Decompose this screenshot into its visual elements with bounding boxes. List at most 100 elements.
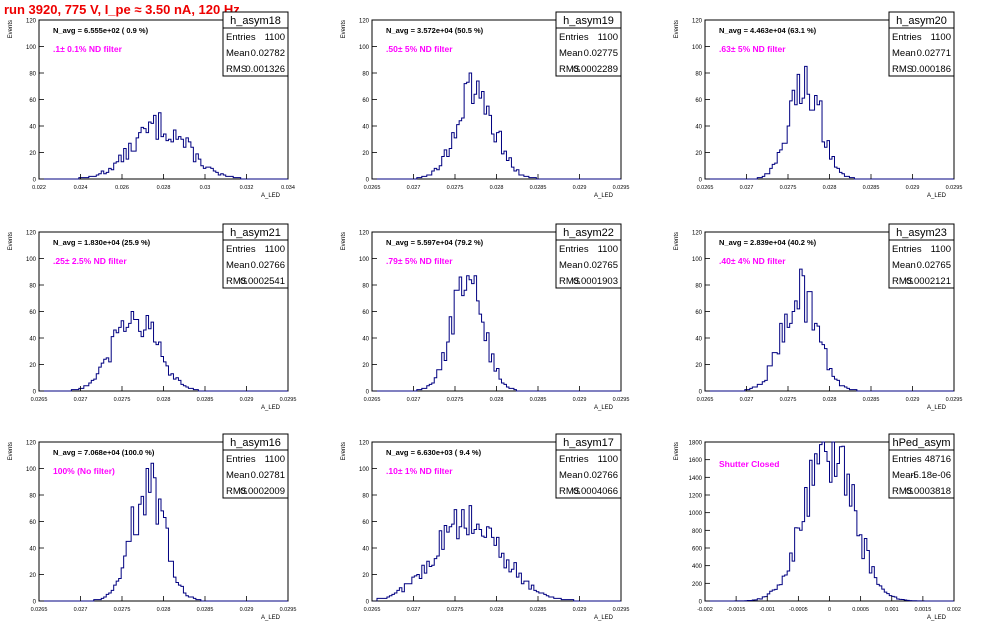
x-tick-label: 0.027 (407, 397, 421, 403)
stat-label: RMS (892, 64, 913, 75)
histogram-name: h_asym21 (230, 227, 281, 239)
x-tick-label: 0.022 (32, 185, 46, 191)
x-tick-label: -0.0015 (727, 607, 746, 613)
histogram-line (39, 462, 288, 602)
y-tick-label: 20 (695, 363, 702, 369)
filter-label: .40± 4% ND filter (719, 256, 786, 266)
stat-value: 0.02765 (584, 260, 618, 271)
y-tick-label: 20 (29, 363, 36, 369)
navg-label: N_avg = 7.068e+04 (100.0 %) (53, 448, 155, 457)
navg-label: N_avg = 3.572e+04 (50.5 %) (386, 26, 484, 35)
y-tick-label: 100 (692, 45, 703, 51)
histogram-name: hPed_asym (892, 437, 950, 449)
x-tick-label: 0.027 (74, 607, 88, 613)
x-tick-label: 0.029 (240, 397, 254, 403)
y-tick-label: 0 (366, 600, 370, 606)
x-tick-label: 0.028 (490, 397, 504, 403)
y-tick-label: 0 (366, 390, 370, 396)
stat-label: RMS (559, 276, 580, 287)
histogram-line (372, 505, 621, 602)
stat-label: Entries (892, 454, 922, 465)
y-tick-label: 100 (359, 467, 370, 473)
y-axis-title: Events (8, 442, 14, 460)
y-tick-label: 80 (362, 72, 369, 78)
stat-label: Entries (559, 32, 589, 43)
stat-value: 0.0002541 (240, 276, 285, 287)
stat-label: Mean (892, 48, 916, 59)
stat-value: 0.0004066 (573, 486, 618, 497)
stat-label: Mean (559, 470, 583, 481)
y-tick-label: 100 (26, 467, 37, 473)
y-tick-label: 0 (33, 178, 37, 184)
panel-h_asym17: 0 20 40 60 80 100 120 0.0265 0.027 0.0275 0.028 0.0… (341, 433, 630, 621)
x-tick-label: 0.034 (281, 185, 295, 191)
panel-h_asym22: 0 20 40 60 80 100 120 0.0265 0.027 0.0275 0.028 0.0… (341, 223, 629, 411)
y-tick-label: 40 (695, 125, 702, 131)
x-tick-label: 0.028 (823, 397, 837, 403)
y-tick-label: 120 (26, 441, 37, 447)
x-tick-label: 0.0295 (613, 185, 630, 191)
y-tick-label: 20 (29, 573, 36, 579)
y-tick-label: 60 (362, 310, 369, 316)
navg-label: N_avg = 4.463e+04 (63.1 %) (719, 26, 817, 35)
stat-label: Mean (226, 470, 250, 481)
x-axis-title: A_LED (261, 615, 281, 621)
y-tick-label: 100 (692, 257, 703, 263)
x-tick-label: 0.028 (157, 607, 171, 613)
stat-value: 0.02766 (251, 260, 285, 271)
y-tick-label: 120 (692, 231, 703, 237)
stat-label: Mean (559, 48, 583, 59)
x-tick-label: 0.0265 (31, 397, 48, 403)
y-tick-label: 120 (692, 19, 703, 25)
x-tick-label: 0.0295 (280, 607, 297, 613)
stat-label: RMS (892, 276, 913, 287)
y-tick-label: 40 (29, 337, 36, 343)
x-tick-label: 0.029 (573, 185, 587, 191)
x-tick-label: 0.029 (240, 607, 254, 613)
x-tick-label: 0.027 (740, 397, 754, 403)
stat-label: RMS (226, 486, 247, 497)
x-tick-label: 0.0275 (114, 397, 131, 403)
stat-label: RMS (226, 64, 247, 75)
y-tick-label: 100 (359, 45, 370, 51)
stats-box: h_asym16 Entries 1100 Mean 0.02781 RMS0.00020… (222, 433, 289, 499)
stat-label: RMS (559, 64, 580, 75)
x-tick-label: 0.0295 (613, 607, 630, 613)
y-tick-label: 60 (362, 98, 369, 104)
stat-value: 0.000186 (911, 64, 951, 75)
stat-label: Entries (226, 454, 256, 465)
stat-value: 0.0003818 (906, 486, 951, 497)
x-axis-title: A_LED (927, 193, 947, 199)
stat-value: 0.0002121 (906, 276, 951, 287)
y-tick-label: 600 (692, 547, 703, 553)
stat-label: Mean (892, 260, 916, 271)
histogram-line (705, 268, 954, 392)
stat-value: 0.02781 (251, 470, 285, 481)
x-tick-label: 0.0285 (530, 607, 547, 613)
stats-box: h_asym23 Entries 1100 Mean 0.02765 RMS0.00021… (888, 223, 955, 289)
figure-title: run 3920, 775 V, I_pe ≈ 3.50 nA, 120 Hz (4, 2, 240, 17)
y-tick-label: 1600 (689, 458, 703, 464)
histogram-name: h_asym18 (230, 15, 281, 27)
stats-box: h_asym18 Entries 1100 Mean 0.02782 RMS0.00132… (222, 11, 289, 77)
x-tick-label: 0.0265 (697, 397, 714, 403)
x-tick-label: 0.0265 (364, 185, 381, 191)
stats-box: h_asym19 Entries 1100 Mean 0.02775 RMS0.00022… (555, 11, 622, 77)
y-tick-label: 1800 (689, 441, 703, 447)
y-tick-label: 20 (362, 573, 369, 579)
histogram-line (705, 65, 954, 180)
x-axis-title: A_LED (261, 193, 281, 199)
stat-value: 1100 (598, 454, 618, 465)
x-tick-label: 0.028 (490, 607, 504, 613)
histogram-name: h_asym20 (896, 15, 947, 27)
y-tick-label: 0 (33, 600, 37, 606)
y-tick-label: 60 (29, 520, 36, 526)
x-tick-label: 0.028 (823, 185, 837, 191)
x-axis-title: A_LED (594, 405, 614, 411)
y-tick-label: 80 (362, 284, 369, 290)
y-tick-label: 40 (362, 125, 369, 131)
y-tick-label: 0 (699, 390, 703, 396)
stat-value: 1100 (598, 244, 618, 255)
y-tick-label: 80 (362, 494, 369, 500)
y-tick-label: 100 (359, 257, 370, 263)
